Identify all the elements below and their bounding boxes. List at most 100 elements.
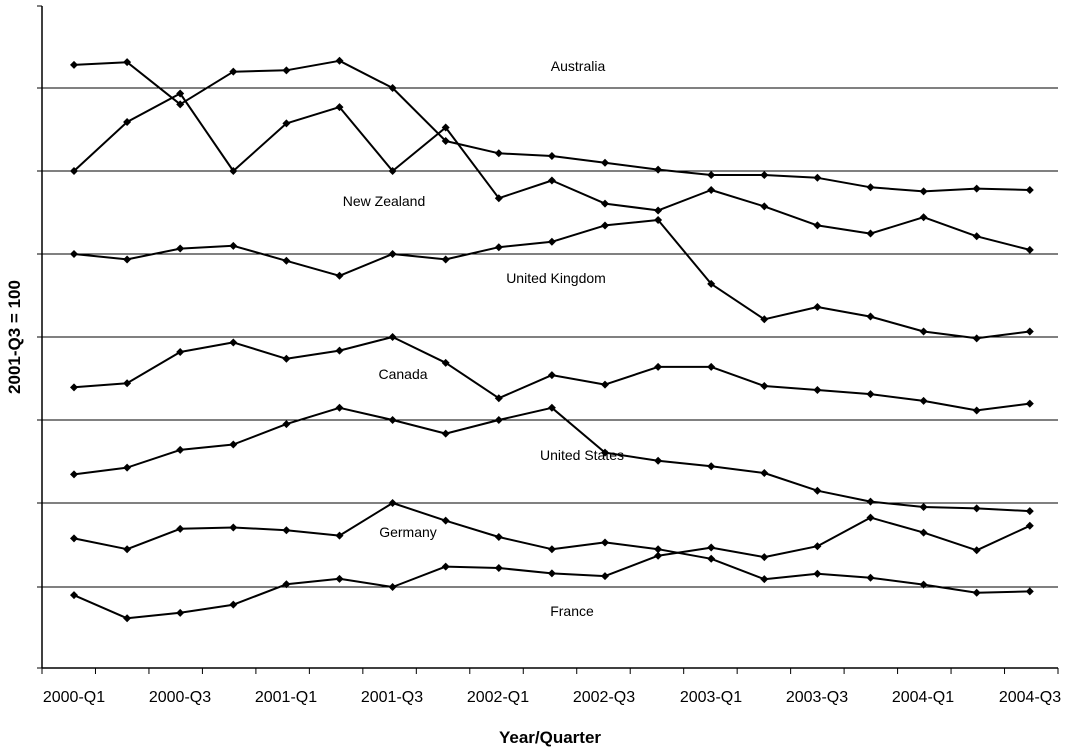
series-line bbox=[73, 59, 1030, 193]
data-point bbox=[601, 158, 609, 167]
data-point bbox=[866, 573, 875, 582]
data-point bbox=[123, 463, 132, 472]
data-point bbox=[919, 503, 928, 512]
data-point bbox=[760, 381, 769, 390]
series-line bbox=[73, 92, 1031, 251]
data-point bbox=[388, 167, 397, 175]
data-point bbox=[494, 149, 503, 158]
data-point bbox=[813, 569, 822, 578]
gridlines bbox=[42, 87, 1058, 588]
data-point bbox=[335, 271, 344, 280]
data-point bbox=[123, 118, 132, 127]
data-point bbox=[547, 403, 556, 412]
data-point bbox=[123, 545, 132, 554]
data-point bbox=[972, 588, 981, 597]
series-canada bbox=[70, 333, 1034, 415]
data-point bbox=[70, 591, 78, 600]
x-tick-label: 2004-Q1 bbox=[892, 689, 954, 706]
data-point bbox=[388, 84, 397, 92]
data-point bbox=[866, 390, 875, 399]
data-point bbox=[1025, 521, 1034, 530]
series-label: United States bbox=[540, 447, 624, 463]
data-point bbox=[707, 462, 716, 471]
data-point bbox=[654, 216, 663, 224]
data-point bbox=[547, 569, 556, 578]
data-point bbox=[813, 221, 822, 230]
data-point bbox=[229, 67, 238, 76]
data-point bbox=[441, 358, 450, 367]
data-point bbox=[866, 497, 875, 506]
x-tick-label: 2002-Q1 bbox=[467, 689, 529, 706]
data-point bbox=[282, 354, 291, 363]
data-point bbox=[813, 386, 822, 395]
data-point bbox=[282, 420, 291, 429]
data-point bbox=[654, 362, 663, 371]
data-point bbox=[123, 379, 132, 388]
x-tick-label: 2001-Q1 bbox=[255, 689, 317, 706]
data-point bbox=[494, 394, 503, 403]
data-point bbox=[441, 429, 450, 438]
data-point bbox=[494, 563, 503, 572]
data-point bbox=[813, 486, 822, 495]
series-labels: Australia New Zealand United Kingdom Canada… bbox=[343, 58, 624, 619]
data-point bbox=[70, 470, 78, 479]
data-point bbox=[654, 545, 663, 554]
x-tick-label: 2000-Q3 bbox=[149, 689, 211, 706]
data-point bbox=[176, 100, 185, 109]
data-point bbox=[229, 241, 238, 250]
x-tick-label: 2001-Q3 bbox=[361, 689, 423, 706]
data-point bbox=[919, 396, 928, 405]
data-point bbox=[123, 614, 132, 623]
data-point bbox=[654, 456, 663, 465]
data-point bbox=[547, 371, 556, 380]
data-point bbox=[335, 403, 344, 412]
data-point bbox=[441, 123, 450, 132]
series-label: United Kingdom bbox=[506, 270, 606, 286]
data-point bbox=[441, 516, 450, 525]
data-point bbox=[229, 523, 238, 532]
x-tick-label: 2003-Q3 bbox=[786, 689, 848, 706]
data-point bbox=[972, 334, 981, 343]
data-point bbox=[760, 202, 769, 211]
data-point bbox=[919, 528, 928, 537]
data-point bbox=[494, 194, 503, 203]
data-point bbox=[282, 119, 291, 128]
data-point bbox=[282, 66, 291, 75]
data-point bbox=[813, 542, 822, 551]
data-point bbox=[70, 383, 78, 392]
data-point bbox=[335, 346, 344, 355]
data-point bbox=[70, 534, 78, 543]
series-france bbox=[70, 513, 1034, 623]
data-point bbox=[176, 244, 185, 253]
series-australia bbox=[70, 56, 1034, 196]
data-point bbox=[70, 167, 78, 175]
data-point bbox=[601, 572, 609, 581]
data-point bbox=[282, 256, 291, 265]
ticks: 2000-Q1 2000-Q3 2001-Q1 2001-Q3 2002-Q1 2002-… bbox=[37, 5, 1061, 706]
data-point bbox=[919, 213, 928, 222]
data-point bbox=[972, 504, 981, 513]
x-tick-label: 2003-Q1 bbox=[680, 689, 742, 706]
data-point bbox=[70, 60, 78, 69]
data-point bbox=[176, 89, 185, 98]
series-united-kingdom bbox=[70, 216, 1034, 343]
data-point bbox=[388, 416, 397, 424]
data-point bbox=[282, 580, 291, 589]
data-point bbox=[494, 243, 503, 252]
data-point bbox=[282, 526, 291, 535]
data-point bbox=[1025, 186, 1034, 194]
series-label: New Zealand bbox=[343, 193, 426, 209]
data-point bbox=[547, 237, 556, 246]
data-point bbox=[707, 554, 716, 563]
data-point bbox=[441, 562, 450, 571]
data-point bbox=[760, 575, 769, 584]
data-point bbox=[176, 608, 185, 617]
series-united-states bbox=[70, 403, 1034, 516]
x-tick-label: 2004-Q3 bbox=[999, 689, 1061, 706]
data-point bbox=[335, 531, 344, 540]
data-point bbox=[70, 250, 78, 258]
x-axis-title: Year/Quarter bbox=[499, 728, 601, 747]
series-new-zealand bbox=[70, 89, 1034, 254]
data-point bbox=[1025, 587, 1034, 596]
